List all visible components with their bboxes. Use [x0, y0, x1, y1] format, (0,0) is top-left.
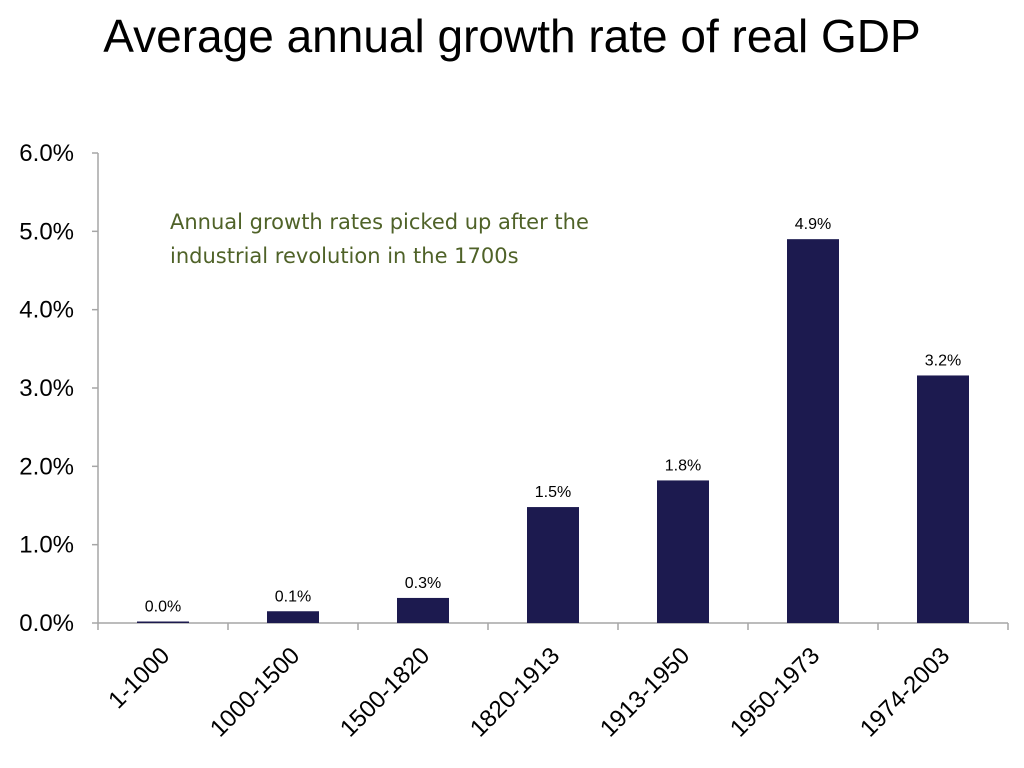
bar [787, 239, 839, 623]
y-tick-label: 6.0% [19, 140, 74, 167]
data-label: 1.5% [535, 484, 571, 501]
category-label: 1913-1950 [595, 642, 695, 742]
category-label: 1500-1820 [335, 642, 435, 742]
category-label: 1950-1973 [725, 642, 825, 742]
category-label: 1974-2003 [855, 642, 955, 742]
bar [527, 507, 579, 623]
category-label: 1820-1913 [465, 642, 565, 742]
data-label: 0.1% [275, 588, 311, 605]
y-tick-label: 4.0% [19, 297, 74, 324]
category-label: 1-1000 [103, 642, 175, 714]
chart-annotation: Annual growth rates picked up after the … [170, 210, 589, 268]
x-axis [97, 622, 1009, 630]
data-label: 0.0% [145, 599, 181, 616]
bar [397, 597, 449, 623]
y-tick-label: 3.0% [19, 375, 74, 402]
data-label: 1.8% [665, 457, 701, 474]
y-axis: 0.0% 1.0% 2.0% 3.0% 4.0% 5.0% 6.0% [19, 140, 99, 637]
y-tick-label: 0.0% [19, 610, 74, 637]
category-label: 1000-1500 [205, 642, 305, 742]
bar [267, 611, 319, 623]
y-tick-label: 1.0% [19, 532, 74, 559]
data-label: 3.2% [925, 352, 961, 369]
data-label: 0.3% [405, 575, 441, 592]
bar [917, 375, 969, 623]
data-label: 4.9% [795, 216, 831, 233]
chart-title: Average annual growth rate of real GDP [103, 10, 921, 62]
bar [657, 480, 709, 623]
category-labels: 1-1000 1000-1500 1500-1820 1820-1913 1913-19… [103, 642, 955, 742]
bars [137, 239, 969, 623]
y-tick-label: 2.0% [19, 453, 74, 480]
bar [137, 621, 189, 623]
data-labels: 0.0% 0.1% 0.3% 1.5% 1.8% 4.9% 3.2% [145, 216, 961, 615]
y-tick-label: 5.0% [19, 218, 74, 245]
